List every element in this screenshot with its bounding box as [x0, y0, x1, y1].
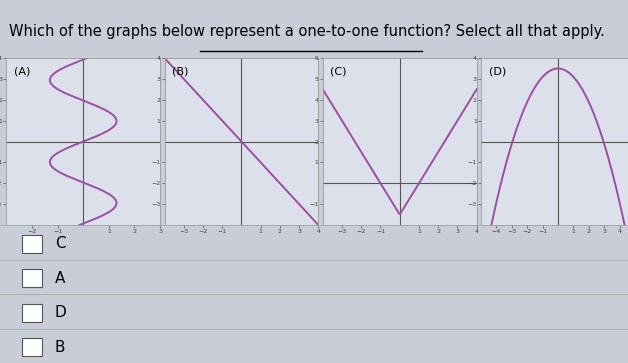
- Text: (D): (D): [489, 66, 506, 77]
- Text: D: D: [55, 305, 67, 320]
- Text: C: C: [55, 236, 65, 251]
- Text: B: B: [55, 340, 65, 355]
- Text: (C): (C): [330, 66, 347, 77]
- FancyBboxPatch shape: [22, 304, 42, 322]
- Text: A: A: [55, 271, 65, 286]
- FancyBboxPatch shape: [22, 338, 42, 356]
- Text: (A): (A): [14, 66, 30, 77]
- FancyBboxPatch shape: [22, 269, 42, 287]
- Text: Which of the graphs below represent a one-to-one function? Select all that apply: Which of the graphs below represent a on…: [9, 24, 605, 40]
- FancyBboxPatch shape: [22, 235, 42, 253]
- Text: (B): (B): [172, 66, 188, 77]
